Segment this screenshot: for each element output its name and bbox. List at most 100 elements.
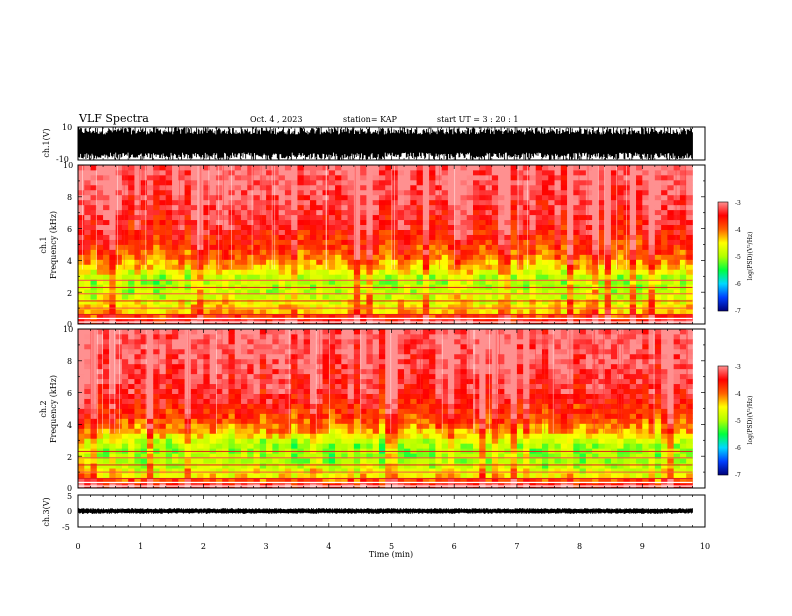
ch1-spectrogram-cell: [366, 234, 374, 240]
ch1-spectrogram-cell: [535, 279, 543, 285]
ch1-spectrogram-cell: [291, 254, 298, 260]
ch2-spectrogram-cell: [391, 363, 399, 370]
ch1-spectrogram-cell: [234, 165, 242, 171]
ch1-spectrogram-cell: [165, 309, 173, 315]
ch1-spectrogram-cell: [667, 274, 675, 280]
ch1-spectrogram-cell: [259, 179, 267, 186]
ch1-spectrogram-cell: [228, 294, 236, 300]
ch2-spectrogram-cell: [247, 388, 254, 394]
ch1-spectrogram-cell: [297, 165, 305, 171]
ch1-spectrogram-cell: [629, 214, 637, 221]
ch1-spectrogram-cell: [121, 274, 129, 280]
ch1-spectrogram-cell: [554, 199, 562, 206]
ch1-spectrogram-cell: [241, 259, 248, 265]
ch1-spectrogram-cell: [554, 309, 562, 315]
ch1-spectrogram-cell: [215, 169, 223, 176]
ch1-spectrogram-cell: [498, 189, 505, 196]
ch1-spectrogram-cell: [96, 229, 104, 235]
ch2-spectrogram-cell: [272, 428, 280, 434]
ch2-spectrogram-cell: [404, 348, 411, 355]
ch1-spectrogram-cell: [222, 165, 229, 171]
ch1-spectrogram-cell: [115, 309, 123, 315]
ch1-spectrogram-cell: [172, 259, 179, 265]
ch2-spectrogram-cell: [84, 418, 91, 424]
ch2-spectrogram-cell: [103, 433, 110, 439]
ch1-spectrogram-cell: [447, 189, 455, 196]
ch1-spectrogram-cell: [353, 314, 361, 320]
ch2-spectrogram-cell: [128, 368, 135, 375]
ch1-spectrogram-cell: [109, 199, 117, 206]
ch1-spectrogram-cell: [209, 184, 217, 191]
ch1-spectrogram-cell: [178, 249, 185, 255]
ch2-spectrogram-cell: [266, 373, 273, 380]
ch1-spectrogram-cell: [585, 289, 593, 295]
ch2-spectrogram-cell: [159, 373, 167, 380]
ch1-spectrogram-cell: [103, 289, 110, 295]
ch2-spectrogram-cell: [416, 333, 424, 340]
ch2-spectrogram-cell: [165, 383, 173, 390]
ch1-spectrogram-cell: [360, 209, 367, 216]
ch1-spectrogram-cell: [510, 294, 518, 300]
ch2-spectrogram-cell: [272, 358, 280, 365]
ch2-spectrogram-cell: [146, 398, 154, 404]
ch1-spectrogram-streak: [604, 166, 606, 270]
ch1-spectrogram-cell: [548, 304, 555, 310]
ch2-spectrogram-cell: [397, 363, 405, 370]
ch1-spectrogram-cell: [366, 229, 374, 235]
ch1-spectrogram-cell: [535, 174, 543, 181]
ch2-spectrogram-cell: [278, 398, 286, 404]
ch1-spectrogram-cell: [466, 309, 474, 315]
ch1-spectrogram-cell: [316, 314, 323, 320]
ch1-spectrogram-cell: [353, 254, 361, 260]
ch1-spectrogram-cell: [259, 234, 267, 240]
ch1-spectrogram-cell: [617, 169, 624, 176]
ch1-spectrogram-cell: [598, 169, 606, 176]
ch1-spectrogram-cell: [523, 194, 530, 201]
ch2-spectrogram-cell: [84, 393, 91, 399]
ch1-spectrogram-cell: [523, 209, 530, 216]
ch1-spectrogram-cell: [172, 234, 179, 240]
ch2-spectrogram-cell: [385, 393, 392, 399]
ch1-spectrogram-cell: [347, 199, 355, 206]
ch1-spectrogram-cell: [259, 304, 267, 310]
ch2-spectrogram-cell: [372, 443, 380, 449]
ch2-spectrogram-cell: [128, 383, 135, 390]
ch1-spectrogram-cell: [667, 209, 675, 216]
ch2-spectrogram-cell: [259, 363, 267, 370]
ch2-spectrogram-cell: [153, 408, 160, 414]
ch1-spectrogram-cell: [316, 249, 323, 255]
ch2-spectrogram-cell: [341, 428, 349, 434]
ch1-spectrogram-cell: [134, 314, 142, 320]
ch1-spectrogram-cell: [460, 209, 468, 216]
ch2-spectrogram-cell: [366, 333, 374, 340]
ch2-spectrogram-cell: [197, 333, 204, 340]
ch2-spectrogram-cell: [197, 463, 204, 469]
ch1-spectrogram-cell: [96, 239, 104, 245]
ch1-spectrogram-cell: [184, 269, 192, 275]
ch2-spectrogram-cell: [341, 408, 349, 414]
ch1-spectrogram-cell: [604, 314, 612, 320]
ch2-spectrogram-cell: [178, 388, 185, 394]
ch1-spectrogram-cell: [190, 224, 198, 230]
ch1-spectrogram-cell: [128, 209, 135, 216]
ch1-spectrogram-cell: [642, 199, 649, 206]
ch1-spectrogram-cell: [378, 239, 386, 245]
ch2-spectrogram-cell: [335, 473, 342, 479]
ch1-spectrogram-cell: [366, 314, 374, 320]
ch1-spectrogram-cell: [422, 239, 430, 245]
ch1-spectrogram-cell: [510, 165, 518, 171]
ch1-spectrogram-cell: [109, 314, 117, 320]
ch1-spectrogram-cell: [667, 249, 675, 255]
ch2-spectrogram-cell: [234, 428, 242, 434]
ch1-spectrogram-cell: [416, 199, 424, 206]
ch1-spectrogram-cell: [623, 189, 631, 196]
ch2-spectrogram-cell: [140, 378, 148, 385]
ch1-spectrogram-cell: [654, 309, 662, 315]
ch1-spectrogram-cell: [416, 224, 424, 230]
ch1-spectrogram-cell: [328, 179, 336, 186]
ch1-spectrogram-cell: [629, 264, 637, 270]
ch1-spectrogram-streak: [139, 166, 141, 270]
ch2-spectrogram-cell: [78, 368, 85, 375]
ch1-spectrogram-cell: [554, 209, 562, 216]
ch1-spectrogram-cell: [316, 274, 323, 280]
